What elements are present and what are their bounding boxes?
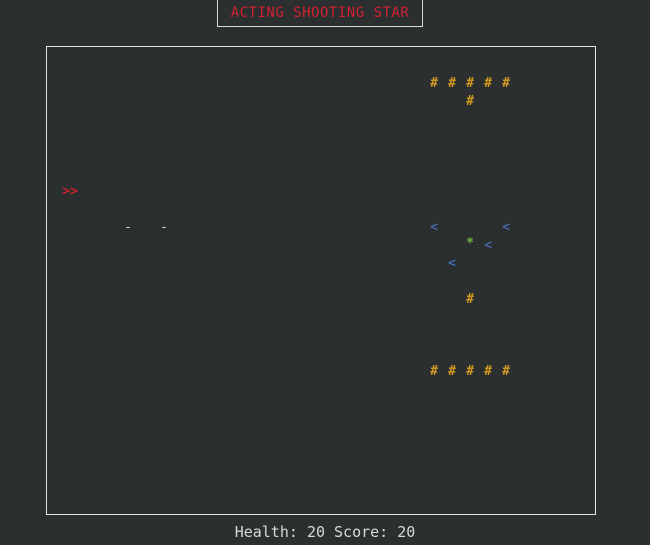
wall-block: # — [430, 76, 438, 91]
health-label: Health: — [234, 523, 298, 541]
game-title: ACTING SHOOTING STAR — [230, 4, 410, 21]
score-label: Score: — [334, 523, 389, 541]
wall-block: # — [430, 364, 438, 379]
game-title-box: ACTING SHOOTING STAR — [217, 0, 423, 27]
wall-block: # — [484, 76, 492, 91]
health-value: 20 — [306, 523, 325, 541]
player-bullet: - — [160, 220, 168, 235]
wall-block: # — [466, 364, 474, 379]
wall-block: # — [448, 364, 456, 379]
wall-block: # — [466, 94, 474, 109]
status-bar: Health: 20 Score: 20 — [0, 523, 650, 541]
wall-block: # — [502, 364, 510, 379]
wall-block: # — [466, 292, 474, 307]
wall-block: # — [502, 76, 510, 91]
star-pickup: * — [466, 236, 474, 251]
score-value: 20 — [397, 523, 416, 541]
player-ship: >> — [62, 184, 78, 199]
wall-block: # — [484, 364, 492, 379]
enemy-ship: < — [502, 220, 510, 235]
game-arena: # # # # # # >> - - < < < < * # # # # # # — [46, 46, 596, 515]
enemy-ship: < — [484, 238, 492, 253]
enemy-ship: < — [430, 220, 438, 235]
wall-block: # — [448, 76, 456, 91]
wall-block: # — [466, 76, 474, 91]
enemy-ship: < — [448, 256, 456, 271]
player-bullet: - — [124, 220, 132, 235]
